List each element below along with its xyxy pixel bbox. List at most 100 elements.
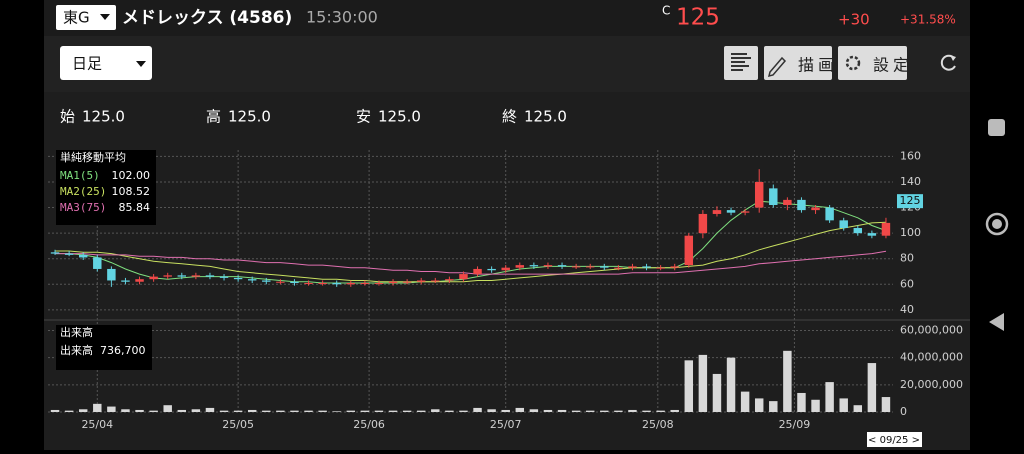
volume-bar <box>107 406 116 412</box>
candle-body <box>515 265 525 268</box>
candle-body <box>754 181 764 208</box>
legend-name: MA2(25) <box>60 185 106 198</box>
volume-bar <box>191 409 201 412</box>
ohlc-label: 始 <box>60 108 75 126</box>
candle-body <box>219 276 229 278</box>
volume-bar <box>276 410 285 412</box>
x-tick-label: 25/08 <box>642 418 674 431</box>
candle-body <box>346 283 356 285</box>
candle-body <box>374 283 384 285</box>
volume-bar <box>656 410 665 412</box>
candle-body <box>177 275 187 277</box>
volume-bar <box>360 410 370 412</box>
candle-body <box>501 267 510 271</box>
volume-bar <box>614 410 623 412</box>
candle-body <box>149 276 158 280</box>
home-button[interactable] <box>985 212 1009 236</box>
price-tag-bg <box>897 194 923 209</box>
ohlc-value: 125.0 <box>524 108 567 126</box>
ma-line <box>55 200 887 284</box>
volume-bar <box>374 410 384 412</box>
refresh-icon[interactable] <box>940 54 956 71</box>
candle-body <box>769 188 778 205</box>
volume-bar <box>867 363 877 412</box>
candle-body <box>205 275 215 277</box>
volume-bar <box>445 410 454 412</box>
candle-body <box>473 268 482 275</box>
candle-body <box>726 210 736 213</box>
candle-body <box>445 279 454 281</box>
volume-tick-label: 60,000,000 <box>900 323 963 336</box>
volume-bar <box>93 403 102 412</box>
volume-bar <box>219 410 229 412</box>
candle-body <box>811 207 820 211</box>
market: 東G <box>63 9 90 27</box>
volume-title: 出来高 <box>60 325 93 339</box>
volume-bar <box>149 410 158 412</box>
price-tag: 125 <box>900 194 921 207</box>
candle-body <box>839 220 848 229</box>
volume-bar <box>628 409 637 412</box>
y-tick-label: 100 <box>900 226 921 239</box>
y-tick-label: 60 <box>900 277 914 290</box>
volume-bar <box>600 410 609 412</box>
y-tick-label: 160 <box>900 149 921 162</box>
ma-legend-title: 単純移動平均 <box>60 150 126 164</box>
volume-bar <box>233 410 243 412</box>
candle-body <box>78 254 88 258</box>
volume-legend-bg <box>56 325 152 370</box>
candle-body <box>388 281 398 284</box>
candle-body <box>416 280 426 282</box>
candle-body <box>881 222 891 236</box>
market-select[interactable] <box>56 5 116 30</box>
home-dot <box>992 219 1002 229</box>
candle-body <box>233 277 243 280</box>
volume-bar <box>557 409 567 412</box>
plot: 406080100120140160020,000,00040,000,0006… <box>44 149 970 431</box>
volume-bar <box>459 410 468 412</box>
volume-bar <box>797 392 806 412</box>
volume-tick-label: 40,000,000 <box>900 351 963 364</box>
volume-bar <box>290 410 299 412</box>
gear-icon <box>845 55 861 71</box>
draw-label: 描画 <box>798 56 838 75</box>
draw-button[interactable] <box>764 46 832 80</box>
candle-body <box>670 266 679 268</box>
candle-body <box>614 267 623 269</box>
candle-body <box>543 265 553 267</box>
settings-button[interactable] <box>838 46 907 80</box>
back-button[interactable] <box>989 313 1004 331</box>
candle-body <box>825 207 834 221</box>
x-tick-label: 25/04 <box>81 418 113 431</box>
candle-body <box>304 283 313 285</box>
candle-body <box>797 199 806 211</box>
legend-value: 85.84 <box>119 201 151 214</box>
volume-bar <box>783 350 792 412</box>
candle-body <box>585 266 595 268</box>
candle-body <box>642 266 651 268</box>
candle-body <box>571 266 581 268</box>
y-tick-label: 40 <box>900 303 914 316</box>
candle-body <box>684 235 694 266</box>
x-tick-label: 25/07 <box>490 418 522 431</box>
ohlc-label: 高 <box>206 108 221 126</box>
candle-body <box>783 199 792 205</box>
candle-body <box>853 228 863 234</box>
candle-body <box>262 280 271 282</box>
period-select[interactable] <box>60 46 152 80</box>
volume-bar <box>754 398 764 412</box>
candle-body <box>50 252 60 254</box>
list-icon <box>731 53 751 71</box>
ohlc-value: 125.0 <box>82 108 125 126</box>
candle-body <box>332 283 341 285</box>
volume-label: 出来高 <box>60 343 93 357</box>
volume-bar <box>247 409 257 412</box>
period: 日足 <box>72 55 102 73</box>
ohlc-label: 終 <box>502 108 517 126</box>
x-tick-label: 25/09 <box>779 418 811 431</box>
volume-bar <box>50 409 60 412</box>
candle-body <box>557 265 567 267</box>
recents-button[interactable] <box>988 119 1005 136</box>
candle-body <box>64 253 74 255</box>
